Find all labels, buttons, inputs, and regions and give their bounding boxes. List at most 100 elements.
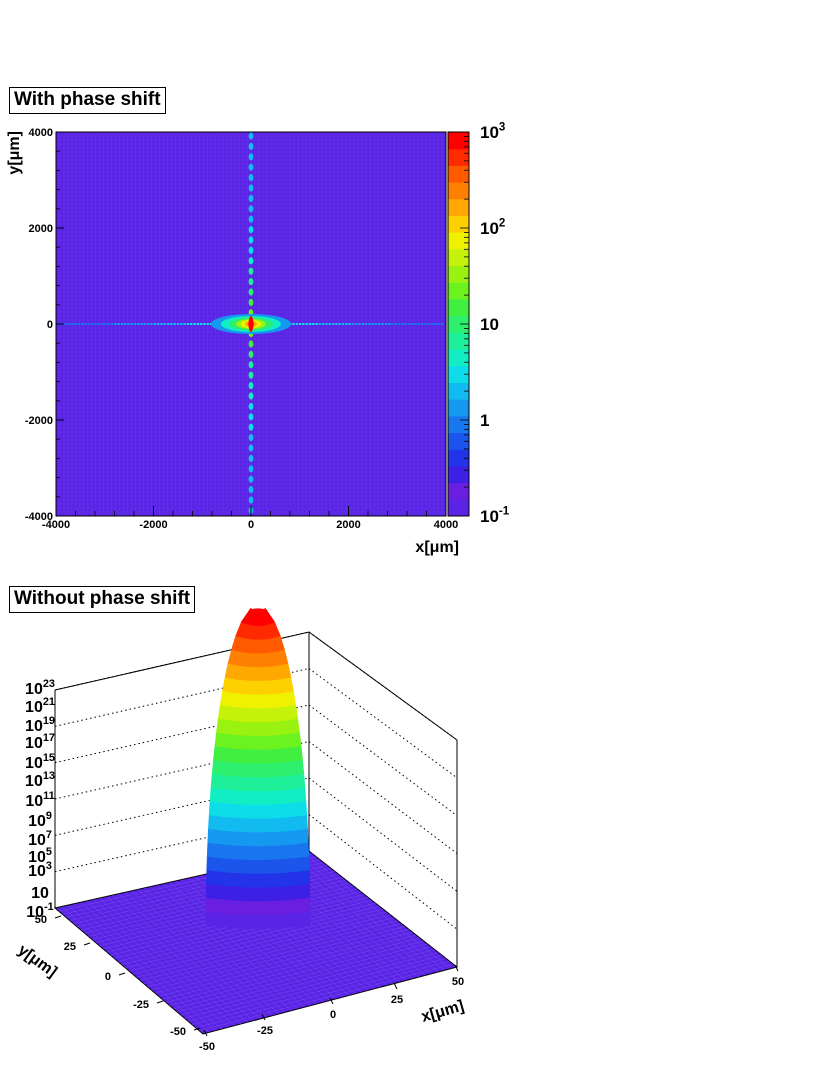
- heatmap-cell: [248, 226, 254, 234]
- heatmap-cell: [173, 323, 176, 325]
- heatmap-cell: [248, 454, 254, 462]
- heatmap-cell: [351, 323, 355, 325]
- heatmap-cell: [199, 323, 203, 325]
- heatmap-cell: [248, 278, 254, 286]
- heatmap-cell: [341, 323, 345, 325]
- heatmap-cell: [308, 323, 312, 325]
- heatmap-peak-core: [248, 316, 254, 332]
- surface-x-tick-label: -50: [199, 1041, 215, 1053]
- heatmap-cell: [248, 132, 254, 140]
- heatmap-chart: -4000 -2000 0 2000 4000 -4000 -2000 0 2000 4000 1…: [6, 121, 510, 556]
- heatmap-cell: [248, 350, 254, 358]
- heatmap-cell: [292, 323, 295, 325]
- surface-z-tick-label: 105: [28, 846, 52, 866]
- heatmap-cell: [312, 323, 315, 325]
- heatmap-cell: [325, 323, 328, 325]
- colorbar-tick-label: 1: [480, 411, 489, 430]
- chart-title-no-phase-shift: Without phase shift: [9, 586, 196, 613]
- heatmap-cell: [298, 323, 302, 325]
- heatmap-cell: [120, 323, 124, 325]
- surface-z-tick-label: 1015: [25, 752, 55, 772]
- colorbar-band: [448, 315, 469, 333]
- heatmap-cell: [248, 434, 254, 442]
- heatmap-cell: [67, 323, 71, 325]
- surface-y-tick-label: 50: [35, 914, 47, 926]
- heatmap-cell: [140, 323, 143, 325]
- heatmap-cell: [427, 323, 430, 325]
- surface-x-label: x[μm]: [419, 997, 466, 1025]
- heatmap-cell: [248, 215, 254, 223]
- heatmap-cell: [371, 323, 374, 325]
- heatmap-cell: [137, 323, 140, 325]
- heatmap-cell: [248, 142, 254, 150]
- heatmap-cell: [150, 323, 153, 325]
- colorbar-band: [448, 382, 469, 400]
- colorbar-band: [448, 215, 469, 233]
- heatmap-cell: [74, 323, 77, 325]
- heatmap-cell: [401, 323, 404, 325]
- heatmap-cell: [157, 323, 160, 325]
- heatmap-cell: [206, 323, 209, 325]
- heatmap-cell: [331, 323, 335, 325]
- heatmap-cell: [248, 361, 254, 369]
- heatmap-y-tick-label: -4000: [25, 511, 53, 523]
- heatmap-cell: [440, 323, 444, 325]
- heatmap-cell: [248, 340, 254, 348]
- heatmap-cell: [186, 323, 190, 325]
- heatmap-cell: [437, 323, 440, 325]
- heatmap-cell: [424, 323, 427, 325]
- colorbar: 10-1 1 10 102 103: [447, 121, 510, 526]
- heatmap-cell: [248, 444, 254, 452]
- heatmap-cell: [117, 323, 120, 325]
- heatmap-y-label: y[μm]: [6, 131, 23, 175]
- heatmap-cell: [248, 153, 254, 161]
- heatmap-cell: [87, 323, 91, 325]
- heatmap-cell: [147, 323, 150, 325]
- heatmap-cell: [397, 323, 401, 325]
- colorbar-band: [448, 499, 469, 517]
- colorbar-band: [448, 165, 469, 183]
- heatmap-cell: [248, 205, 254, 213]
- heatmap-cell: [248, 174, 254, 182]
- heatmap-cell: [315, 323, 318, 325]
- colorbar-band: [448, 132, 469, 150]
- heatmap-cell: [348, 323, 351, 325]
- surface-z-tick-label: 1011: [25, 790, 54, 810]
- colorbar-tick-label: 103: [480, 121, 505, 142]
- heatmap-cell: [248, 465, 254, 473]
- heatmap-x-tick-label: -2000: [139, 519, 167, 531]
- heatmap-cell: [248, 496, 254, 504]
- heatmap-cell: [124, 323, 127, 325]
- surface-x-tick-label: 25: [391, 994, 403, 1006]
- surface-z-tick-label: 1017: [25, 732, 55, 752]
- heatmap-cell: [358, 323, 361, 325]
- heatmap-cell: [414, 323, 417, 325]
- surface-x-tick-label: 0: [330, 1009, 336, 1021]
- heatmap-cell: [364, 323, 368, 325]
- heatmap-x-label: x[μm]: [415, 539, 459, 556]
- heatmap-cell: [248, 382, 254, 390]
- heatmap-cell: [248, 402, 254, 410]
- surface-x-tick-label: 50: [452, 976, 464, 988]
- heatmap-cell: [328, 323, 331, 325]
- heatmap-cell: [196, 323, 199, 325]
- surface-axes: 10-1101031051071091011101310151017101910…: [25, 678, 464, 1053]
- heatmap-cell: [133, 323, 137, 325]
- colorbar-band: [448, 449, 469, 467]
- heatmap-cell: [248, 246, 254, 254]
- heatmap-axes: -4000 -2000 0 2000 4000 -4000 -2000 0 2000 4000: [25, 127, 458, 531]
- heatmap-cell: [374, 323, 378, 325]
- heatmap-y-tick-label: 0: [47, 319, 53, 331]
- heatmap-cell: [417, 323, 421, 325]
- heatmap-cell: [407, 323, 411, 325]
- surface-y-tick-label: -50: [170, 1026, 186, 1038]
- surface-z-tick-label: 107: [28, 829, 52, 849]
- colorbar-band: [448, 182, 469, 200]
- heatmap-cell: [193, 323, 196, 325]
- heatmap-cell: [378, 323, 381, 325]
- heatmap-cell: [183, 323, 186, 325]
- heatmap-y-tick-label: 2000: [29, 223, 53, 235]
- colorbar-band: [448, 248, 469, 267]
- colorbar-band: [448, 432, 469, 450]
- surface-grid-line: [308, 668, 458, 779]
